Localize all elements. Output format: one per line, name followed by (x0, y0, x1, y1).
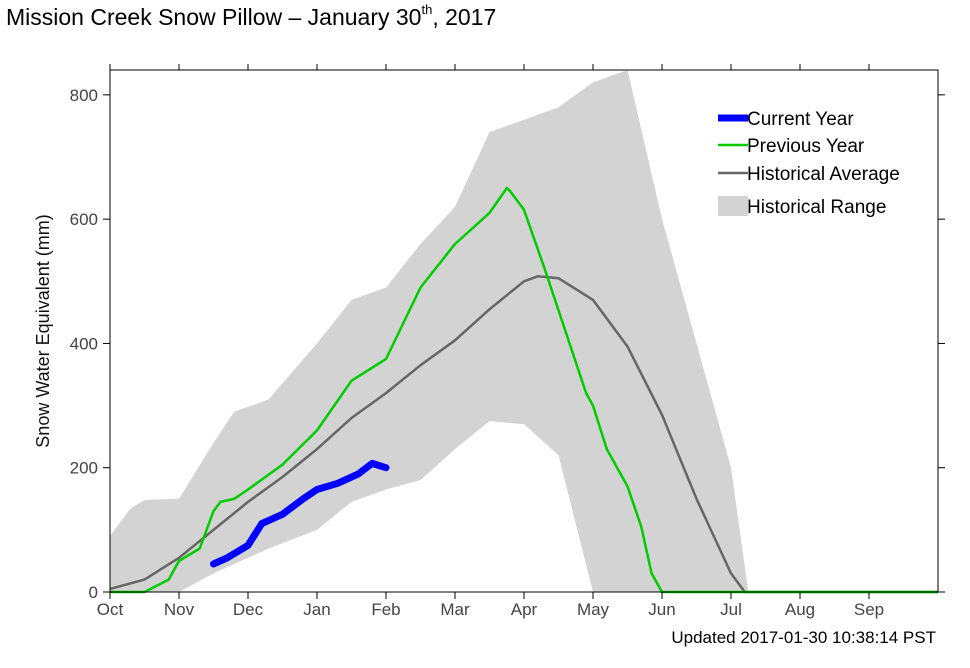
historical-average-line (109, 275, 938, 594)
x-tick-label: Jan (303, 600, 330, 619)
x-tick-label: Feb (371, 600, 400, 619)
x-tick-label: Jul (720, 600, 742, 619)
y-axis-label: Snow Water Equivalent (mm) (33, 214, 53, 447)
legend-label-previous-year: Previous Year (747, 136, 865, 157)
legend-label-historical-average: Historical Average (747, 164, 900, 185)
y-tick-label: 600 (70, 210, 98, 229)
y-tick-label: 800 (70, 86, 98, 105)
x-tick-label: Mar (440, 600, 470, 619)
y-tick-label: 200 (70, 459, 98, 478)
previous-year-line (110, 186, 938, 594)
x-tick-label: Jun (648, 600, 675, 619)
legend: Current Year Previous Year Historical Aver… (718, 109, 900, 218)
x-tick-label: Apr (511, 600, 538, 619)
legend-label-current-year: Current Year (747, 109, 854, 130)
x-tick-label: Dec (233, 600, 264, 619)
y-tick-label: 0 (89, 583, 98, 602)
page-title: Mission Creek Snow Pillow – January 30th… (6, 2, 497, 31)
legend-label-historical-range: Historical Range (747, 197, 886, 218)
page-title-main: Mission Creek Snow Pillow – January 30 (6, 4, 422, 30)
updated-timestamp: Updated 2017-01-30 10:38:14 PST (671, 628, 936, 647)
x-tick-label: Nov (164, 600, 195, 619)
page-title-sup: th (421, 2, 433, 18)
x-tick-label: Oct (97, 600, 124, 619)
legend-swatch-historical-range (718, 196, 748, 216)
x-tick-label: Sep (854, 600, 884, 619)
x-tick-label: Aug (785, 600, 815, 619)
historical-range-band (110, 70, 938, 592)
x-tick-label: May (577, 600, 610, 619)
page-title-year: , 2017 (432, 4, 497, 30)
current-year-line (210, 459, 390, 568)
y-tick-label: 400 (70, 334, 98, 353)
